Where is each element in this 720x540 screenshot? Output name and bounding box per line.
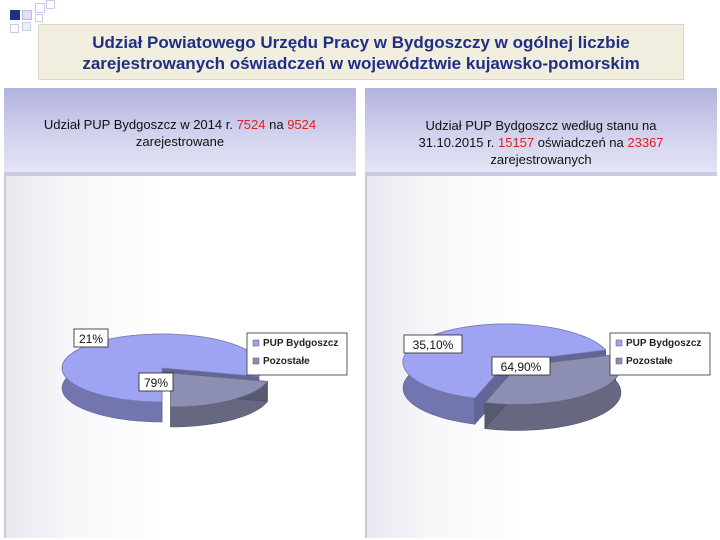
panel-header-2015 — [365, 88, 717, 176]
legend-label-other: Pozostałe — [626, 356, 673, 367]
subtitle-text: Udział PUP Bydgoszcz w 2014 r. — [43, 117, 237, 132]
page-title-line-2: zarejestrowanych oświadczeń w województw… — [82, 54, 640, 73]
subtitle-text: 31.10.2015 r. — [418, 135, 498, 150]
corner-square-light-4 — [22, 22, 31, 31]
chart-legend-box — [609, 332, 711, 376]
corner-square-light-5 — [10, 24, 19, 33]
panel-header-divider — [365, 172, 717, 176]
chart-legend: PUP Bydgoszcz Pozostałe — [246, 332, 348, 376]
pie-data-label-box — [73, 328, 109, 348]
corner-square-light-2 — [35, 3, 45, 13]
subtitle-number-total: 9524 — [287, 117, 317, 132]
legend-label-pup: PUP Bydgoszcz — [263, 338, 338, 349]
panel-header-2014 — [4, 88, 356, 176]
pie-data-label-box — [491, 356, 551, 376]
pie-data-label-pup: 64,90% — [491, 356, 551, 376]
pie-slice-top — [170, 372, 269, 408]
legend-swatch-pup — [615, 339, 623, 347]
chart-subtitle-2014-line-2: zarejestrowane — [135, 134, 225, 149]
pie-chart-2014: 79% 21% PUP Bydgoszcz Pozostałe — [61, 328, 348, 428]
chart-legend: PUP Bydgoszcz Pozostałe — [609, 332, 711, 376]
pie-data-label-text: 64,90% — [501, 360, 542, 374]
corner-square-light-3 — [46, 0, 55, 9]
subtitle-number-pup: 7524 — [236, 117, 266, 132]
legend-swatch-other — [615, 357, 623, 365]
chart-subtitle-2015-line-3: zarejestrowanych — [490, 152, 592, 167]
pie-data-label-text: 21% — [79, 332, 103, 346]
subtitle-number-total: 23367 — [627, 135, 664, 150]
pie-data-label-text: 35,10% — [413, 338, 454, 352]
panel-header-divider — [4, 172, 356, 176]
legend-swatch-pup — [252, 339, 260, 347]
pie-data-label-pup: 79% — [138, 372, 174, 392]
pie-data-label-box — [138, 372, 174, 392]
corner-square-dark — [10, 10, 20, 20]
legend-label-pup: PUP Bydgoszcz — [626, 338, 701, 349]
chart-subtitle-2014-line-1: Udział PUP Bydgoszcz w 2014 r. 7524 na 9… — [4, 117, 356, 133]
page-title: Udział Powiatowego Urzędu Pracy w Bydgos… — [38, 24, 684, 80]
pie-data-label-other: 35,10% — [403, 334, 463, 354]
subtitle-number-pup: 15157 — [497, 135, 535, 150]
corner-square-light-6 — [35, 14, 43, 22]
subtitle-text: oświadczeń na — [534, 135, 628, 150]
legend-label-other: Pozostałe — [263, 356, 310, 367]
pie-data-label-box — [403, 334, 463, 354]
pie-chart-2015: 64,90% 35,10% PUP Bydgoszcz Pozostałe — [402, 323, 711, 431]
pie-data-label-text: 79% — [144, 376, 168, 390]
subtitle-text: na — [265, 117, 288, 132]
chart-subtitle-2015-line-1: Udział PUP Bydgoszcz według stanu na — [425, 118, 657, 133]
pie-slice-other — [170, 372, 269, 428]
page-title-line-1: Udział Powiatowego Urzędu Pracy w Bydgos… — [92, 33, 630, 52]
chart-subtitle-2015-line-2: 31.10.2015 r. 15157 oświadczeń na 23367 — [365, 135, 717, 151]
pie-data-label-other: 21% — [73, 328, 109, 348]
chart-legend-box — [246, 332, 348, 376]
corner-square-light-1 — [22, 10, 32, 20]
legend-swatch-other — [252, 357, 260, 365]
